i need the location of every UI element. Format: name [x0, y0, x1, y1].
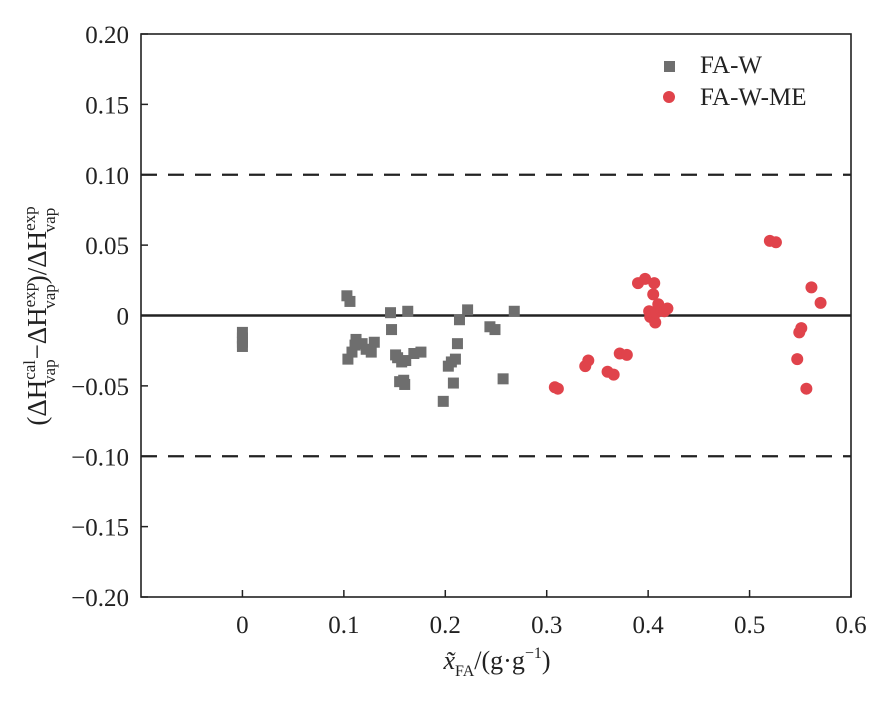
x-axis-label-subscript: FA — [455, 663, 475, 680]
y-tick-label: 0 — [117, 304, 130, 331]
fa-w-me-point — [648, 277, 661, 290]
fa-w-me-point — [582, 354, 595, 367]
fa-w-me-point — [649, 316, 662, 329]
fa-w-me-point — [620, 348, 633, 361]
fa-w-point — [349, 339, 361, 351]
legend: FA-W FA-W-ME — [663, 52, 806, 111]
fa-w-me-point — [607, 368, 620, 381]
fa-w-point — [453, 314, 465, 326]
fa-w-point — [497, 373, 509, 385]
fa-w-point — [342, 353, 354, 365]
legend-label-fa-w-me: FA-W-ME — [700, 84, 806, 111]
fa-w-me-point — [639, 272, 652, 285]
y-axis-label-sup-cal: cal — [20, 360, 39, 380]
fa-w-point — [356, 338, 368, 350]
x-axis-label-symbol: x̃ — [442, 646, 456, 675]
reference-lines — [141, 173, 851, 458]
y-axis-label-sub-vap-1: vap — [40, 359, 59, 384]
fa-w-point — [385, 307, 397, 319]
fa-w-me-point — [805, 281, 818, 294]
fa-w-point — [344, 295, 356, 307]
fa-w-point — [368, 336, 380, 348]
legend-marker-fa-w — [664, 61, 675, 72]
x-tick-label: 0.3 — [531, 612, 562, 639]
y-tick-label: 0.05 — [85, 233, 129, 260]
fa-w-point — [437, 395, 449, 407]
y-axis-label-mid: )/ΔH — [22, 231, 52, 284]
legend-marker-fa-w-me — [663, 91, 675, 103]
fa-w-point — [508, 305, 520, 317]
fa-w-point — [365, 346, 377, 358]
legend-label-fa-w: FA-W — [700, 52, 762, 79]
y-tick-label: −0.20 — [71, 585, 129, 612]
y-tick-label: 0.15 — [85, 92, 129, 119]
x-tick-label: 0.2 — [430, 612, 461, 639]
fa-w-me-point — [800, 382, 813, 395]
fa-w-me-point — [791, 353, 804, 366]
fa-w-point — [341, 290, 353, 302]
fa-w-point — [415, 346, 427, 358]
fa-w-point — [462, 304, 474, 316]
x-tick-label: 0.6 — [835, 612, 866, 639]
fa-w-point — [447, 377, 459, 389]
y-axis-label-minus: −ΔH — [22, 307, 52, 359]
y-axis-label-sup-exp-1: exp — [20, 283, 39, 308]
x-tick-label: 0.4 — [633, 612, 665, 639]
fa-w-point — [386, 324, 398, 336]
fa-w-point — [236, 340, 248, 352]
y-tick-label: 0.10 — [85, 163, 129, 190]
x-tick-label: 0 — [236, 612, 249, 639]
fa-w-point — [489, 324, 501, 336]
fa-w-point — [400, 355, 412, 367]
x-tick-label: 0.1 — [328, 612, 359, 639]
y-axis-label-sup-exp-2: exp — [20, 206, 39, 231]
data-points — [236, 234, 827, 407]
fa-w-point — [350, 333, 362, 345]
y-axis-label-sub-vap-2: vap — [40, 284, 59, 309]
x-axis-label: x̃FA/(g·g−1) — [442, 645, 550, 680]
y-tick-label: 0.20 — [85, 22, 129, 49]
fa-w-point — [451, 338, 463, 350]
y-axis-label-sub-vap-3: vap — [40, 208, 59, 233]
x-axis-label-unit-close: ) — [542, 646, 551, 675]
fa-w-point — [402, 305, 414, 317]
fa-w-point — [449, 353, 461, 365]
y-axis-label-open: (ΔH — [22, 380, 52, 426]
y-axis-label: (ΔHcalvap−ΔHexpvap)/ΔHexpvap — [20, 206, 59, 425]
x-axis-label-unit-power: −1 — [525, 645, 542, 662]
fa-w-me-point — [814, 296, 827, 309]
fa-w-me-point — [795, 322, 808, 335]
y-axis: 0.20 0.15 0.10 0.05 0 −0.05 −0.10 −0.15 −0.20 — [71, 22, 148, 612]
fa-w-me-point — [647, 288, 660, 301]
fa-w-point — [236, 326, 248, 338]
fa-w-point — [408, 348, 420, 360]
fa-w-point — [346, 346, 358, 358]
fa-w-me-point — [661, 302, 674, 315]
y-tick-label: −0.10 — [71, 444, 129, 471]
fa-w-point — [399, 378, 411, 390]
x-tick-label: 0.5 — [734, 612, 765, 639]
x-axis-label-unit: /(g·g — [474, 646, 525, 675]
y-tick-label: −0.05 — [71, 374, 129, 401]
x-axis: 0 0.1 0.2 0.3 0.4 0.5 0.6 — [236, 590, 867, 639]
fa-w-me-point — [769, 236, 782, 249]
fa-w-me-point — [551, 382, 564, 395]
y-tick-label: −0.15 — [71, 515, 129, 542]
